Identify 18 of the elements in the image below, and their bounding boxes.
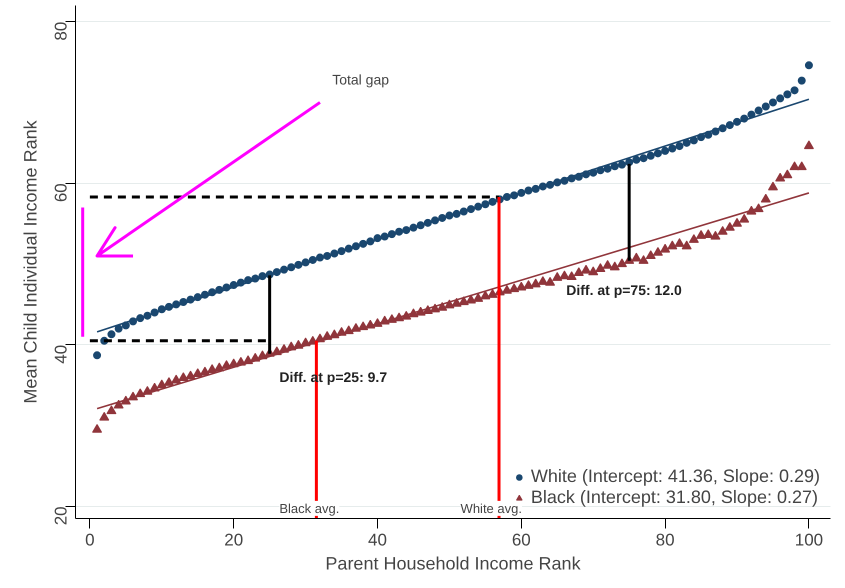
x-tick-label: 40 [368, 530, 387, 550]
annotation: White avg. [460, 500, 522, 516]
legend-label: White (Intercept: 41.36, Slope: 0.29) [530, 466, 820, 487]
x-tick-label: 80 [656, 530, 675, 550]
x-tick-label: 60 [512, 530, 531, 550]
annotation: Black avg. [279, 500, 340, 516]
y-axis-title: Mean Child Individual Income Rank [20, 119, 40, 404]
annotation: Total gap [332, 72, 390, 88]
legend-label: Black (Intercept: 31.80, Slope: 0.27) [530, 487, 818, 508]
annotation: Diff. at p=75: 12.0 [566, 282, 682, 298]
x-tick-label: 0 [85, 530, 95, 550]
y-tick-label: 80 [52, 22, 70, 41]
y-tick-label: 20 [52, 506, 70, 526]
x-tick-label: 100 [794, 530, 824, 550]
y-tick-label: 40 [52, 344, 70, 364]
y-tick-label: 60 [52, 183, 70, 202]
x-tick-label: 20 [224, 530, 244, 550]
x-axis-title: Parent Household Income Rank [325, 554, 582, 574]
